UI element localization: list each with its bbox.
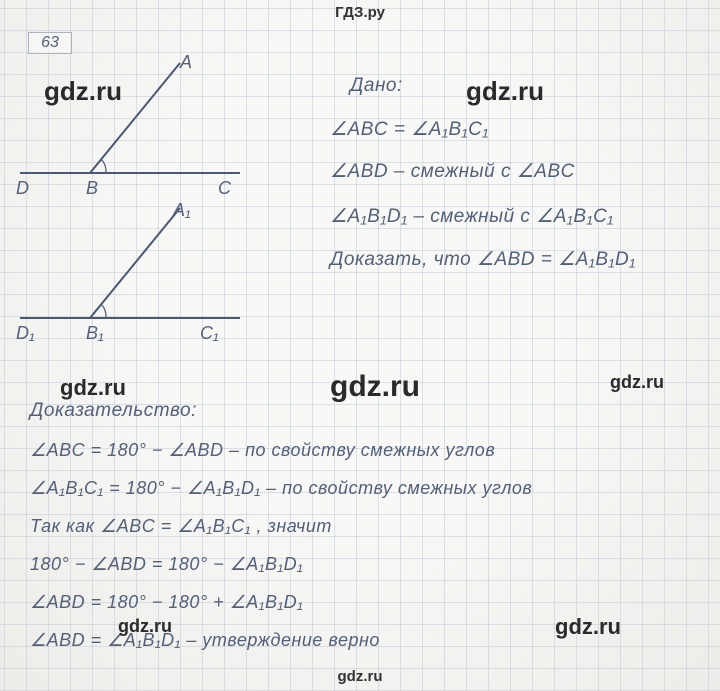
given-line-1: ∠ABC = ∠A₁B₁C₁	[330, 118, 489, 141]
proof-line-4: 180° − ∠ABD = 180° − ∠A₁B₁D₁	[30, 554, 303, 575]
watermark: gdz.ru	[610, 372, 664, 393]
given-line-2: ∠ABD – смежный с ∠ABC	[330, 160, 575, 183]
diag1-label-A: A	[180, 52, 192, 73]
diag2-label-C: C₁	[200, 323, 219, 344]
watermark: gdz.ru	[466, 76, 544, 107]
watermark: gdz.ru	[330, 370, 420, 404]
diagram-2	[10, 200, 270, 335]
proof-line-2: ∠A₁B₁C₁ = 180° − ∠A₁B₁D₁ – по свойству с…	[30, 478, 532, 499]
proof-title: Доказательство:	[30, 400, 197, 422]
proof-line-1: ∠ABC = 180° − ∠ABD – по свойству смежных…	[30, 440, 495, 461]
page-footer: gdz.ru	[0, 668, 720, 685]
watermark: gdz.ru	[118, 616, 172, 637]
given-title: Дано:	[350, 75, 403, 97]
given-line-4: Доказать, что ∠ABD = ∠A₁B₁D₁	[330, 248, 636, 271]
diag1-label-C: C	[218, 178, 231, 199]
proof-line-5: ∠ABD = 180° − 180° + ∠A₁B₁D₁	[30, 592, 303, 613]
diag1-label-D: D	[16, 178, 29, 199]
diag2-label-D: D₁	[16, 323, 35, 344]
page-header: ГДЗ.ру	[0, 4, 720, 21]
diag2-label-A: A₁	[173, 200, 191, 221]
watermark: gdz.ru	[44, 76, 122, 107]
proof-line-3: Так как ∠ABC = ∠A₁B₁C₁ , значит	[30, 516, 332, 537]
watermark: gdz.ru	[60, 375, 126, 401]
diag2-label-B: B₁	[86, 323, 104, 344]
proof-line-6: ∠ABD = ∠A₁B₁D₁ – утверждение верно	[30, 630, 380, 651]
given-line-3: ∠A₁B₁D₁ – смежный с ∠A₁B₁C₁	[330, 205, 614, 228]
watermark: gdz.ru	[555, 614, 621, 640]
diag1-label-B: B	[86, 178, 98, 199]
problem-number-box: 63	[28, 32, 72, 54]
